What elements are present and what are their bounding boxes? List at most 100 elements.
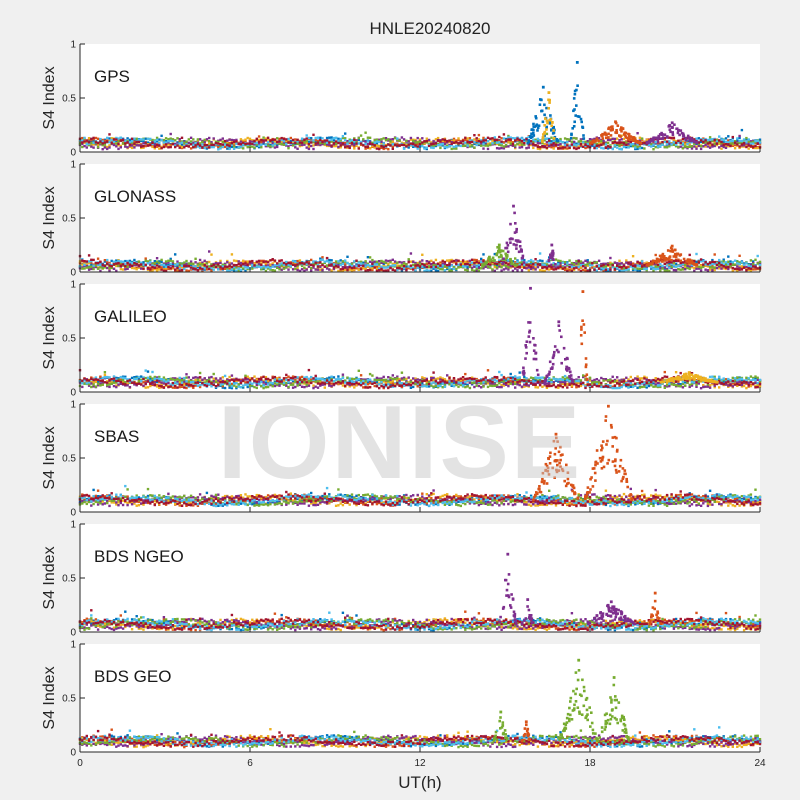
data-point: [83, 144, 86, 148]
data-point: [609, 144, 612, 147]
data-point: [708, 261, 712, 265]
data-point: [747, 140, 750, 143]
data-point: [273, 259, 277, 262]
data-point: [668, 266, 671, 269]
data-point: [158, 265, 161, 268]
data-point: [366, 262, 370, 265]
data-point: [566, 144, 569, 147]
data-point: [414, 261, 417, 265]
data-point: [362, 144, 365, 147]
data-point: [239, 264, 243, 267]
data-point: [334, 260, 338, 263]
data-point: [523, 258, 526, 262]
data-point: [518, 265, 521, 268]
data-point: [396, 266, 399, 270]
panel-label: GLONASS: [94, 187, 176, 206]
data-point: [87, 261, 91, 265]
data-point: [515, 227, 518, 231]
data-point: [578, 115, 581, 118]
data-point: [495, 141, 499, 144]
data-point: [668, 142, 671, 145]
data-point: [357, 138, 360, 142]
data-point: [706, 265, 710, 268]
data-point: [278, 268, 281, 271]
data-point: [681, 138, 685, 141]
data-point: [255, 144, 258, 148]
data-point: [699, 139, 703, 142]
data-point: [618, 262, 621, 265]
data-point: [108, 137, 111, 140]
data-point: [391, 262, 394, 266]
data-point: [328, 258, 331, 262]
data-point: [575, 262, 578, 265]
data-point: [257, 261, 261, 264]
data-point: [96, 262, 100, 265]
data-point: [597, 259, 601, 262]
data-point: [319, 143, 322, 147]
data-point: [473, 134, 476, 137]
data-point: [534, 261, 537, 265]
data-point: [364, 147, 367, 150]
data-point: [659, 265, 662, 268]
data-point: [654, 264, 657, 267]
data-point: [398, 139, 401, 142]
data-point: [480, 139, 483, 142]
data-point: [448, 266, 451, 270]
data-point: [729, 142, 732, 145]
data-point: [257, 138, 261, 141]
data-point: [303, 269, 306, 272]
data-point: [251, 262, 254, 265]
data-point: [128, 145, 132, 148]
data-point: [559, 144, 562, 147]
data-point: [497, 249, 500, 253]
data-point: [742, 138, 746, 141]
data-point: [219, 265, 222, 269]
data-point: [375, 269, 379, 272]
data-point: [153, 260, 156, 263]
data-point: [724, 143, 728, 146]
data-point: [155, 260, 159, 263]
data-point: [488, 255, 491, 259]
data-point: [446, 144, 449, 147]
data-point: [117, 147, 120, 151]
data-point: [536, 126, 540, 129]
data-point: [468, 137, 472, 140]
data-point: [541, 259, 544, 263]
data-point: [498, 246, 501, 250]
data-point: [334, 144, 338, 148]
data-point: [561, 141, 564, 144]
data-point: [708, 144, 712, 148]
data-point: [228, 269, 231, 273]
data-point: [421, 265, 424, 268]
data-point: [720, 140, 723, 144]
data-point: [610, 126, 614, 129]
data-point: [171, 263, 175, 266]
data-point: [543, 137, 546, 140]
data-point: [509, 136, 512, 139]
data-point: [278, 266, 281, 269]
data-point: [534, 138, 537, 141]
data-point: [242, 263, 245, 266]
data-point: [282, 137, 286, 141]
data-point: [366, 269, 370, 272]
data-point: [81, 259, 84, 262]
data-point: [514, 222, 517, 225]
data-point: [693, 266, 696, 270]
data-point: [221, 267, 224, 270]
data-point: [622, 269, 626, 272]
data-point: [171, 261, 175, 264]
data-point: [208, 250, 211, 253]
data-point: [319, 142, 322, 145]
data-point: [334, 261, 338, 265]
data-points: [78, 61, 762, 151]
data-point: [262, 141, 265, 144]
data-point: [668, 262, 671, 266]
data-point: [571, 127, 574, 130]
data-point: [545, 126, 548, 129]
data-point: [436, 262, 440, 266]
data-point: [142, 139, 145, 143]
data-point: [137, 140, 141, 144]
data-point: [711, 138, 714, 141]
data-point: [602, 142, 605, 145]
data-point: [497, 255, 501, 259]
